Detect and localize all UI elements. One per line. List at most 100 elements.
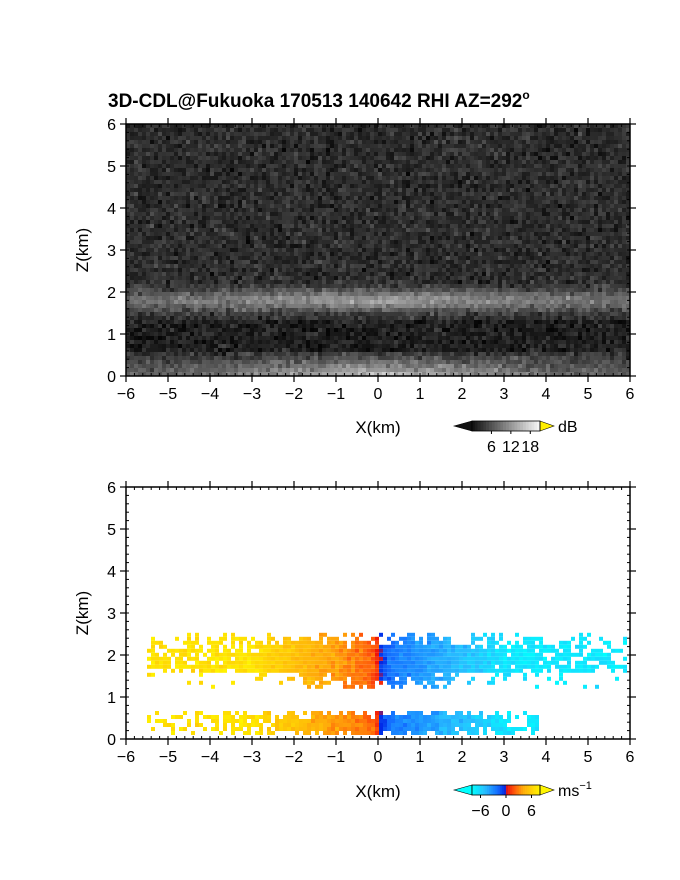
pixel (410, 164, 414, 168)
pixel (362, 272, 366, 276)
pixel (150, 232, 154, 236)
pixel (178, 132, 182, 136)
pixel (154, 296, 158, 300)
pixel (338, 188, 342, 192)
pixel (414, 344, 418, 348)
pixel (258, 168, 262, 172)
pixel (126, 272, 130, 276)
pixel (430, 268, 434, 272)
pixel (354, 144, 358, 148)
pixel (162, 340, 166, 344)
pixel (130, 136, 134, 140)
pixel (438, 328, 442, 332)
pixel (302, 284, 306, 288)
pixel (354, 372, 358, 376)
pixel (326, 188, 330, 192)
pixel (402, 124, 406, 128)
pixel (154, 200, 158, 204)
pixel (210, 292, 214, 296)
pixel (398, 220, 402, 224)
pixel (186, 220, 190, 224)
pixel (390, 344, 394, 348)
pixel (142, 332, 146, 336)
pixel (434, 140, 438, 144)
pixel (366, 188, 370, 192)
pixel (198, 164, 202, 168)
pixel (342, 304, 346, 308)
pixel (230, 192, 234, 196)
pixel (302, 372, 306, 376)
pixel (226, 264, 230, 268)
pixel (242, 184, 246, 188)
pixel (406, 148, 410, 152)
pixel (418, 316, 422, 320)
pixel (410, 160, 414, 164)
pixel (390, 292, 394, 296)
pixel (198, 128, 202, 132)
pixel (206, 280, 210, 284)
pixel (326, 292, 330, 296)
pixel (382, 180, 386, 184)
pixel (258, 336, 262, 340)
pixel (262, 356, 266, 360)
pixel (434, 280, 438, 284)
pixel (378, 196, 382, 200)
pixel (190, 200, 194, 204)
pixel (390, 364, 394, 368)
pixel (186, 192, 190, 196)
pixel (422, 176, 426, 180)
pixel (218, 192, 222, 196)
pixel (130, 348, 134, 352)
pixel (350, 224, 354, 228)
pixel (198, 272, 202, 276)
pixel (190, 260, 194, 264)
pixel (362, 224, 366, 228)
pixel (298, 200, 302, 204)
pixel (430, 248, 434, 252)
pixel (286, 280, 290, 284)
pixel (358, 168, 362, 172)
pixel (318, 240, 322, 244)
pixel (190, 148, 194, 152)
pixel (310, 276, 314, 280)
pixel (202, 204, 206, 208)
pixel (182, 368, 186, 372)
pixel (182, 340, 186, 344)
pixel (298, 188, 302, 192)
pixel (414, 276, 418, 280)
pixel (378, 220, 382, 224)
pixel (282, 180, 286, 184)
pixel (202, 172, 206, 176)
pixel (366, 324, 370, 328)
pixel (402, 348, 406, 352)
pixel (410, 224, 414, 228)
pixel (378, 340, 382, 344)
pixel (358, 352, 362, 356)
pixel (290, 296, 294, 300)
pixel (206, 144, 210, 148)
pixel (194, 236, 198, 240)
pixel (334, 320, 338, 324)
pixel (438, 236, 442, 240)
pixel (358, 320, 362, 324)
pixel (386, 260, 390, 264)
pixel (290, 188, 294, 192)
pixel (334, 280, 338, 284)
pixel (250, 292, 254, 296)
pixel (182, 196, 186, 200)
pixel (298, 164, 302, 168)
pixel (414, 368, 418, 372)
pixel (406, 288, 410, 292)
pixel (370, 172, 374, 176)
pixel (354, 284, 358, 288)
pixel (258, 316, 262, 320)
pixel (290, 180, 294, 184)
pixel (230, 224, 234, 228)
pixel (362, 372, 366, 376)
pixel (334, 132, 338, 136)
pixel (238, 160, 242, 164)
pixel (146, 232, 150, 236)
pixel (214, 272, 218, 276)
pixel (162, 268, 166, 272)
pixel (386, 236, 390, 240)
